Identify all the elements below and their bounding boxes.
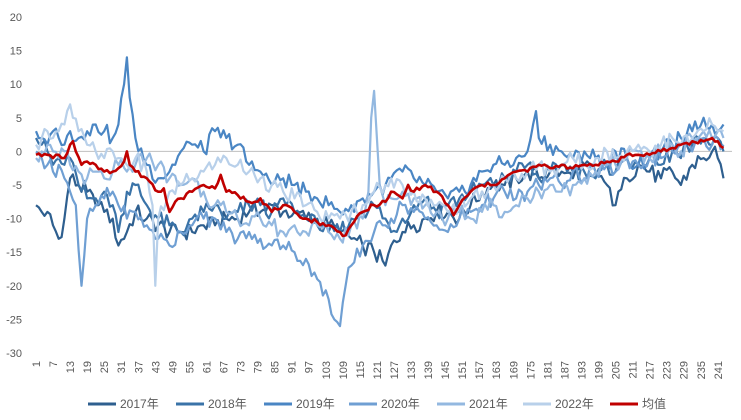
x-tick-label: 85 [270, 361, 282, 373]
x-tick-label: 241 [713, 361, 725, 379]
series-lines [34, 56, 725, 328]
x-tick-label: 109 [338, 361, 350, 379]
x-tick-label: 115 [355, 361, 367, 379]
y-tick-label: -15 [6, 247, 22, 259]
x-tick-label: 67 [218, 361, 230, 373]
x-tick-label: 31 [116, 361, 128, 373]
x-tick-label: 73 [236, 361, 248, 373]
legend-label: 2021年 [469, 397, 508, 411]
x-tick-label: 133 [406, 361, 418, 379]
legend-label: 均值 [642, 396, 666, 411]
x-tick-label: 43 [150, 361, 162, 373]
x-tick-label: 37 [133, 361, 145, 373]
x-tick-label: 25 [99, 361, 111, 373]
x-tick-label: 169 [508, 361, 520, 379]
x-tick-label: 145 [440, 361, 452, 379]
x-tick-label: 61 [201, 361, 213, 373]
x-tick-label: 175 [525, 361, 537, 379]
series-line-1 [35, 134, 725, 237]
series-line-4 [35, 89, 725, 244]
x-axis-tick-labels: 1 7 13 19 25 31 37 43 49 55 61 67 73 79 85 91 97 103 109 11… [31, 361, 725, 379]
y-tick-label: -10 [6, 214, 22, 226]
x-tick-label: 91 [287, 361, 299, 373]
x-tick-label: 205 [611, 361, 623, 379]
x-tick-label: 157 [474, 361, 486, 379]
y-tick-label: 10 [10, 79, 22, 91]
legend-label: 2018年 [208, 397, 247, 411]
x-tick-label: 7 [48, 361, 60, 367]
legend-label: 2019年 [296, 397, 335, 411]
x-tick-label: 163 [491, 361, 503, 379]
x-tick-label: 193 [576, 361, 588, 379]
y-tick-label: 20 [10, 12, 22, 24]
legend: 2017年 2018年 2019年 2020年 2021年 2022年 均值 [88, 396, 666, 411]
series-line-5 [35, 103, 724, 287]
x-tick-label: 223 [662, 361, 674, 379]
y-tick-label: 0 [16, 146, 22, 158]
x-tick-label: 103 [321, 361, 333, 379]
x-tick-label: 55 [184, 361, 196, 373]
y-tick-label: 15 [10, 46, 22, 58]
y-tick-label: -30 [6, 348, 22, 360]
x-tick-label: 229 [679, 361, 691, 379]
x-tick-label: 139 [423, 361, 435, 379]
x-tick-label: 187 [559, 361, 571, 379]
series-line-6 [35, 136, 725, 238]
legend-label: 2020年 [381, 397, 420, 411]
x-tick-label: 199 [593, 361, 605, 379]
x-tick-label: 49 [167, 361, 179, 373]
x-tick-label: 121 [372, 361, 384, 379]
x-tick-label: 13 [65, 361, 77, 373]
x-tick-label: 151 [457, 361, 469, 379]
y-axis-tick-labels: 20 15 10 5 0 -5 -10 -15 -20 -25 -30 [6, 12, 22, 360]
y-tick-label: 5 [16, 113, 22, 125]
x-tick-label: 97 [304, 361, 316, 373]
x-tick-label: 79 [253, 361, 265, 373]
x-tick-label: 19 [82, 361, 94, 373]
legend-label: 2022年 [555, 397, 594, 411]
y-tick-label: -25 [6, 314, 22, 326]
x-tick-label: 181 [542, 361, 554, 379]
x-tick-label: 235 [696, 361, 708, 379]
legend-label: 2017年 [120, 397, 159, 411]
x-tick-label: 127 [389, 361, 401, 379]
y-tick-label: -20 [6, 281, 22, 293]
y-tick-label: -5 [12, 180, 22, 192]
x-tick-label: 217 [645, 361, 657, 379]
x-tick-label: 211 [628, 361, 640, 379]
x-tick-label: 1 [31, 361, 43, 367]
